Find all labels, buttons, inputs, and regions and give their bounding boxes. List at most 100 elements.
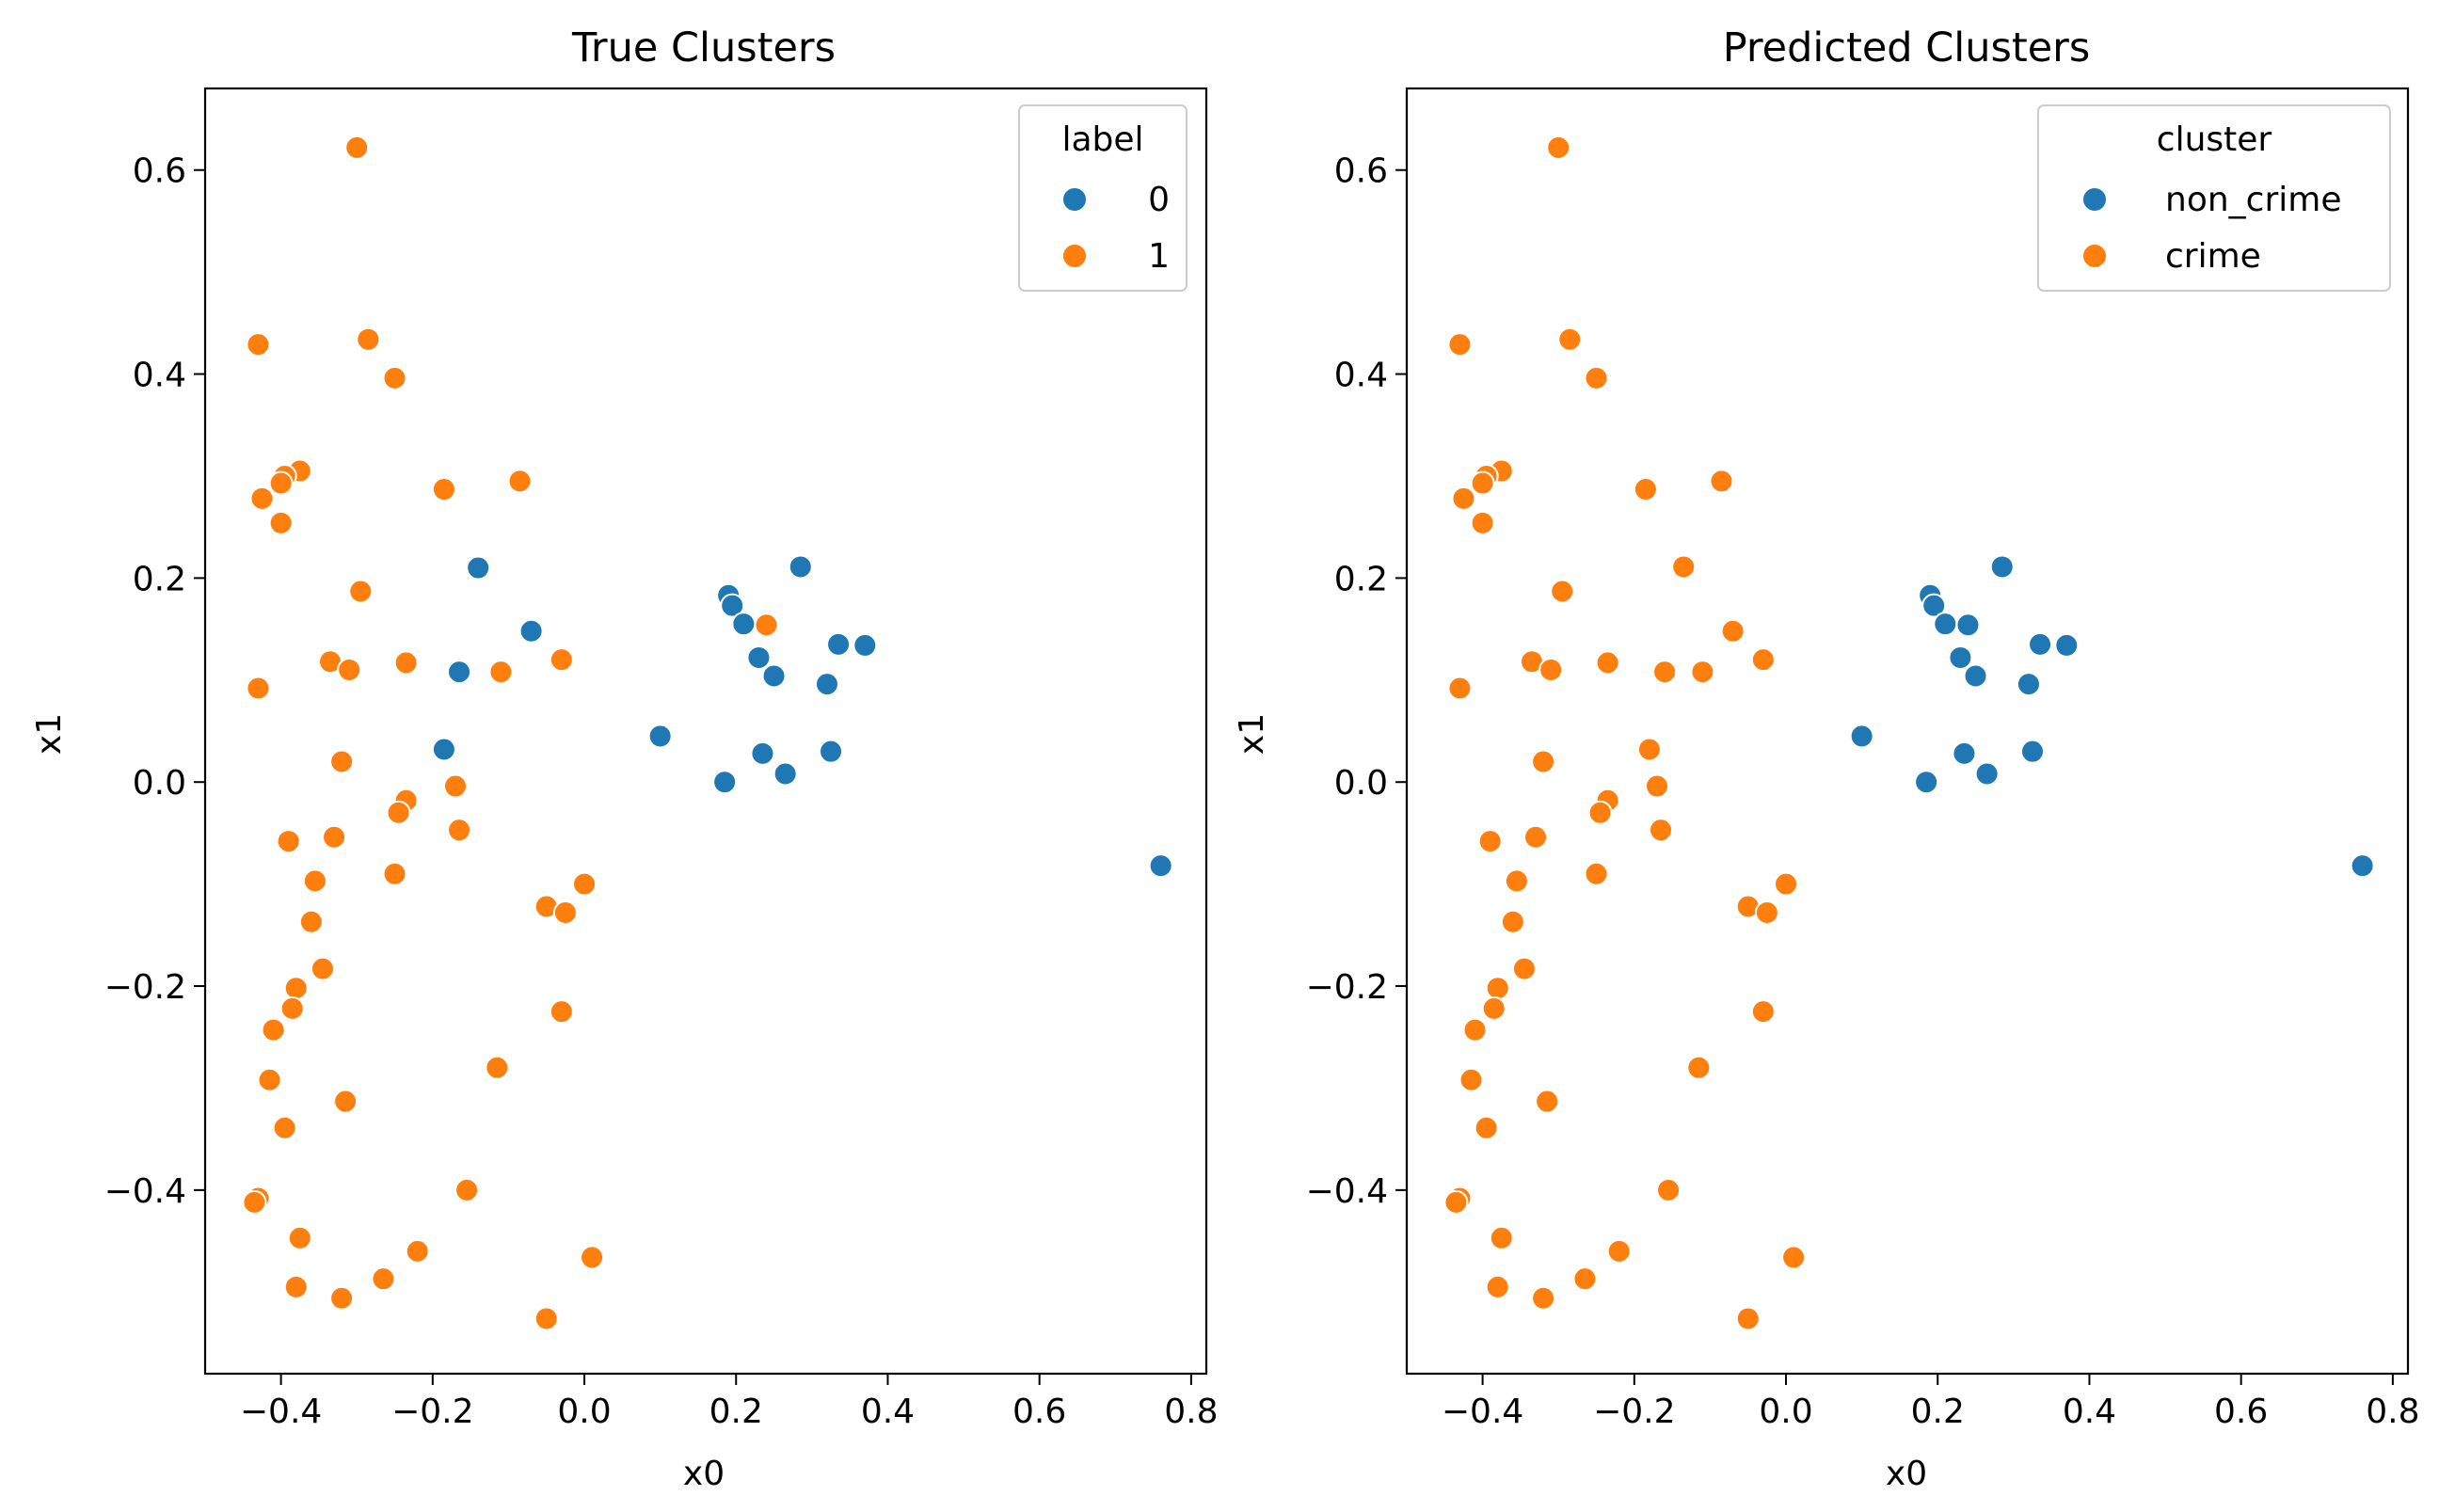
left-point-series1-37 <box>333 1089 359 1114</box>
right-panel: Predicted Clusters x0 x1 −0.4 −0.2 0.0 0.2 0… <box>1233 24 2420 1493</box>
left-point-series1-15 <box>488 660 514 685</box>
left-panel: True Clusters x0 x1 −0.4 −0.2 0.0 0.2 0.4 0.6… <box>30 24 1219 1493</box>
left-ytick-label-4: 0.4 <box>133 357 186 395</box>
left-point-series1-50 <box>754 613 779 638</box>
right-point-series1-53 <box>1735 1306 1761 1331</box>
right-point-series1-37 <box>1481 995 1506 1021</box>
left-title: True Clusters <box>571 24 836 72</box>
left-point-series1-1 <box>246 332 271 358</box>
left-xtick-label-1: −0.2 <box>391 1393 473 1431</box>
right-ytick-label-1: −0.2 <box>1306 968 1388 1007</box>
left-point-series1-8 <box>268 510 294 535</box>
right-point-series0-15 <box>2350 853 2375 879</box>
right-point-series0-3 <box>1989 554 2015 580</box>
left-legend-marker-1 <box>1061 243 1088 269</box>
left-legend-box <box>1018 104 1188 292</box>
left-point-series1-36 <box>257 1067 282 1092</box>
left-point-series0-14 <box>773 761 798 787</box>
left-point-series1-9 <box>431 477 456 502</box>
left-point-series1-46 <box>371 1266 396 1292</box>
left-point-series1-30 <box>298 909 324 934</box>
left-xtick-label-6: 0.8 <box>1164 1393 1218 1431</box>
right-point-series1-8 <box>1470 510 1495 535</box>
left-point-series1-14 <box>393 650 419 676</box>
left-point-series1-23 <box>276 829 301 854</box>
right-xlabel: x0 <box>1886 1455 1927 1493</box>
left-point-series0-3 <box>720 593 745 618</box>
right-point-series1-19 <box>1750 647 1776 673</box>
left-point-series0-12 <box>712 770 738 795</box>
left-point-series1-16 <box>549 647 574 673</box>
right-ytick-label-2: 0.0 <box>1334 764 1388 803</box>
right-point-series1-20 <box>1447 676 1473 701</box>
left-point-series1-21 <box>386 800 411 825</box>
left-point-series1-49 <box>534 1306 559 1331</box>
right-point-series1-2 <box>1557 326 1583 352</box>
right-title: Predicted Clusters <box>1723 24 2091 72</box>
left-point-series1-2 <box>356 326 381 352</box>
right-ytick-label-5: 0.6 <box>1334 152 1388 191</box>
right-point-series1-52 <box>1781 1245 1807 1270</box>
right-point-series1-27 <box>1477 829 1503 854</box>
left-point-series1-44 <box>405 1238 430 1264</box>
left-xtick-label-4: 0.4 <box>861 1393 915 1431</box>
right-point-series1-21 <box>1531 749 1556 774</box>
left-plot-frame <box>203 87 1208 1376</box>
right-legend-box <box>2037 104 2391 292</box>
left-ticks: −0.4 −0.2 0.0 0.2 0.4 0.6 0.8 −0.4 −0.2 0.0 0.2 0.4… <box>104 152 1219 1431</box>
right-ytick-label-0: −0.4 <box>1306 1172 1388 1211</box>
left-point-series1-42 <box>454 1177 480 1202</box>
right-point-series0-14 <box>2020 739 2045 764</box>
left-ytick-label-2: 0.0 <box>133 764 186 803</box>
left-point-series1-19 <box>443 773 468 799</box>
left-point-series1-35 <box>549 999 574 1025</box>
left-point-series1-48 <box>580 1245 605 1270</box>
left-point-series0-7 <box>826 631 852 657</box>
right-point-series1-48 <box>1606 1238 1632 1264</box>
right-plot-frame <box>1405 87 2410 1376</box>
right-point-series0-13 <box>1974 761 2000 787</box>
left-point-series1-18 <box>329 749 355 774</box>
right-point-series1-46 <box>1656 1177 1682 1202</box>
right-point-series1-29 <box>1504 868 1529 894</box>
left-ytick-label-0: −0.4 <box>104 1172 186 1211</box>
right-point-series1-13 <box>1720 618 1746 644</box>
left-point-series1-13 <box>337 657 362 682</box>
right-point-series1-1 <box>1447 332 1473 358</box>
right-point-series1-9 <box>1633 477 1658 502</box>
left-legend: label 0 1 <box>1018 104 1188 292</box>
left-point-series1-25 <box>302 868 327 894</box>
right-point-series0-1 <box>1921 593 1947 618</box>
right-xtick-label-0: −0.4 <box>1442 1393 1523 1431</box>
right-point-series1-12 <box>1550 579 1575 604</box>
left-legend-label-1: 1 <box>1148 237 1170 276</box>
right-legend-marker-1 <box>2081 243 2108 269</box>
right-legend-marker-0 <box>2081 186 2108 213</box>
left-point-series0-16 <box>447 660 472 685</box>
right-point-series1-36 <box>1485 976 1510 1001</box>
right-point-series1-11 <box>1671 554 1697 580</box>
right-xtick-label-6: 0.8 <box>2366 1393 2419 1431</box>
right-point-series1-30 <box>1584 861 1609 886</box>
left-point-series0-0 <box>466 555 491 581</box>
right-legend-title: cluster <box>2157 120 2272 159</box>
right-point-series1-7 <box>1451 485 1476 511</box>
right-point-series1-6 <box>1470 470 1495 496</box>
right-point-series1-47 <box>1489 1225 1514 1250</box>
right-point-series1-28 <box>1523 824 1549 850</box>
right-xtick-label-5: 0.6 <box>2214 1393 2268 1431</box>
right-point-series1-25 <box>1587 800 1613 825</box>
left-point-series0-1 <box>518 618 544 644</box>
right-ytick-label-4: 0.4 <box>1334 357 1388 395</box>
left-point-series1-47 <box>329 1285 355 1311</box>
right-point-series1-40 <box>1459 1067 1484 1092</box>
right-point-series1-10 <box>1709 469 1734 494</box>
right-point-series1-39 <box>1750 999 1776 1025</box>
right-point-series0-5 <box>1948 645 1973 670</box>
left-point-series1-26 <box>382 861 407 886</box>
right-point-series1-3 <box>1584 365 1609 390</box>
right-ytick-label-3: 0.2 <box>1334 560 1388 598</box>
left-point-series1-29 <box>552 899 578 925</box>
left-xtick-label-0: −0.4 <box>240 1393 322 1431</box>
left-xtick-label-3: 0.2 <box>709 1393 763 1431</box>
